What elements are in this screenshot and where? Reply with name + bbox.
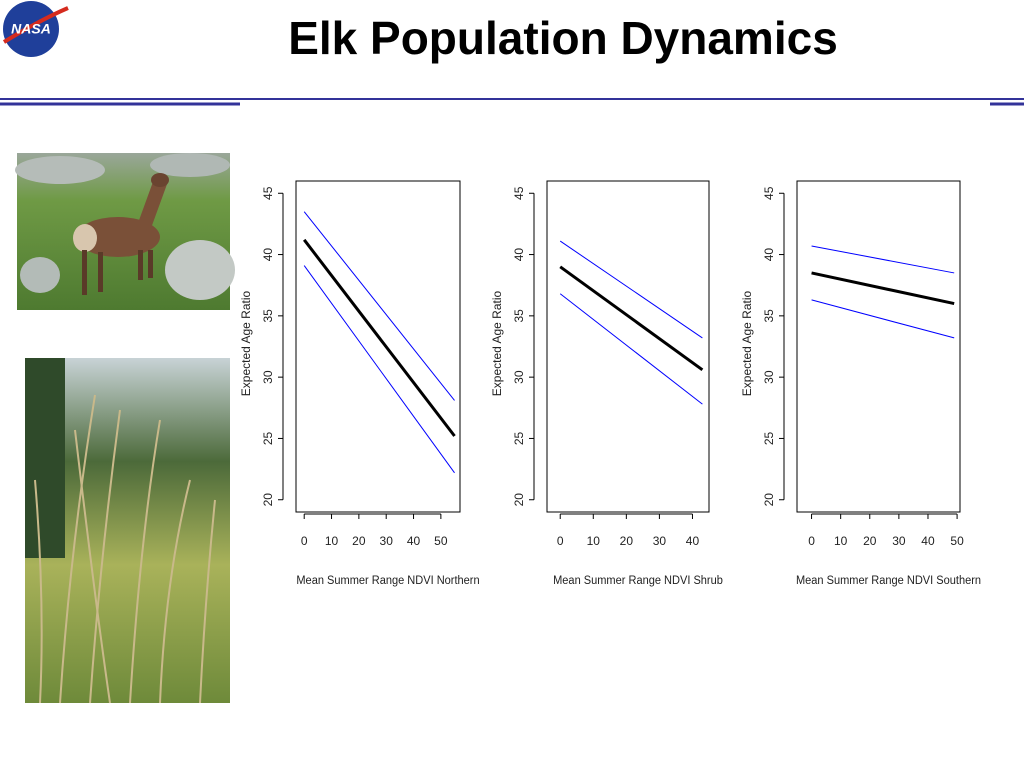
x-axis-label: Mean Summer Range NDVI Northern (296, 575, 479, 587)
x-tick-label: 40 (921, 534, 935, 548)
y-tick-label: 35 (762, 309, 776, 323)
series-line (559, 265, 704, 372)
x-tick-label: 40 (686, 534, 700, 548)
x-tick-label: 10 (325, 534, 339, 548)
y-tick-label: 30 (261, 370, 275, 384)
plot-frame (295, 180, 461, 513)
series-line (303, 238, 456, 437)
slide-title: Elk Population Dynamics (288, 12, 838, 64)
x-tick-label: 20 (863, 534, 877, 548)
series-line (303, 211, 455, 401)
series-line (811, 271, 955, 306)
plot-frame (796, 180, 961, 513)
y-tick-label: 20 (261, 493, 275, 507)
x-tick-label: 10 (587, 534, 601, 548)
y-tick-label: 35 (261, 309, 275, 323)
x-tick-label: 0 (301, 534, 308, 548)
y-axis-label: Expected Age Ratio (490, 290, 504, 396)
x-axis-label: Mean Summer Range NDVI Shrub (553, 575, 723, 587)
x-tick-label: 50 (434, 534, 448, 548)
logo-text: NASA (11, 21, 51, 37)
y-tick-label: 20 (762, 493, 776, 507)
x-tick-label: 30 (380, 534, 394, 548)
x-tick-label: 20 (620, 534, 634, 548)
x-tick-label: 0 (808, 534, 815, 548)
grass-photo (25, 358, 230, 704)
x-tick-label: 0 (557, 534, 564, 548)
series-line (559, 240, 703, 339)
x-tick-label: 10 (834, 534, 848, 548)
y-tick-label: 25 (261, 431, 275, 445)
x-tick-label: 50 (950, 534, 964, 548)
y-tick-label: 30 (512, 370, 526, 384)
x-tick-label: 30 (892, 534, 906, 548)
plot-frame (546, 180, 710, 513)
y-axis-label: Expected Age Ratio (740, 290, 754, 396)
x-tick-label: 30 (653, 534, 667, 548)
series-line (303, 265, 455, 474)
y-tick-label: 40 (762, 248, 776, 262)
y-tick-label: 40 (512, 248, 526, 262)
x-tick-label: 40 (407, 534, 421, 548)
y-tick-label: 30 (762, 370, 776, 384)
x-axis-label: Mean Summer Range NDVI Southern (796, 575, 981, 587)
y-tick-label: 45 (261, 186, 275, 200)
series-line (559, 293, 703, 405)
y-tick-label: 45 (512, 186, 526, 200)
y-axis-label: Expected Age Ratio (239, 290, 253, 396)
y-tick-label: 25 (512, 431, 526, 445)
y-tick-label: 20 (512, 493, 526, 507)
logo: NASA (2, 1, 69, 57)
x-tick-label: 20 (352, 534, 366, 548)
series-line (811, 245, 955, 274)
y-tick-label: 40 (261, 248, 275, 262)
elk-photo (15, 153, 235, 310)
y-tick-label: 35 (512, 309, 526, 323)
series-line (811, 299, 955, 339)
y-tick-label: 25 (762, 431, 776, 445)
y-tick-label: 45 (762, 186, 776, 200)
